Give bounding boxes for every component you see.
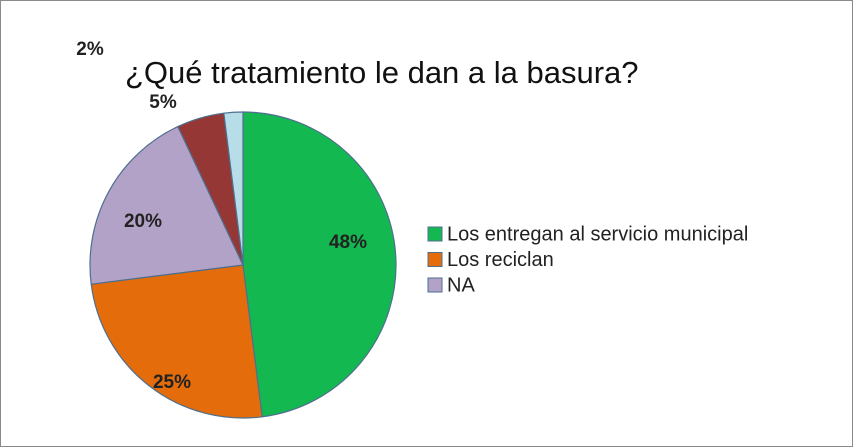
data-label: 25%: [153, 372, 191, 393]
data-label: 48%: [329, 232, 367, 253]
data-label: 2%: [76, 39, 104, 60]
data-label: 20%: [124, 211, 162, 232]
legend-swatch: [427, 277, 443, 293]
legend-swatch: [427, 252, 443, 267]
legend-label: NA: [447, 274, 475, 296]
legend-swatch: [427, 226, 443, 242]
data-label: 5%: [149, 92, 177, 113]
legend-label: Los reciclan: [447, 249, 554, 271]
pie-slice: [242, 111, 397, 418]
pie-slice: [223, 111, 244, 266]
chart-title: ¿Qué tratamiento le dan a la basura?: [125, 55, 639, 90]
pie-slice: [89, 125, 244, 285]
pie-slice: [90, 264, 263, 419]
legend-label: Los entregan al servicio municipal: [447, 223, 748, 245]
